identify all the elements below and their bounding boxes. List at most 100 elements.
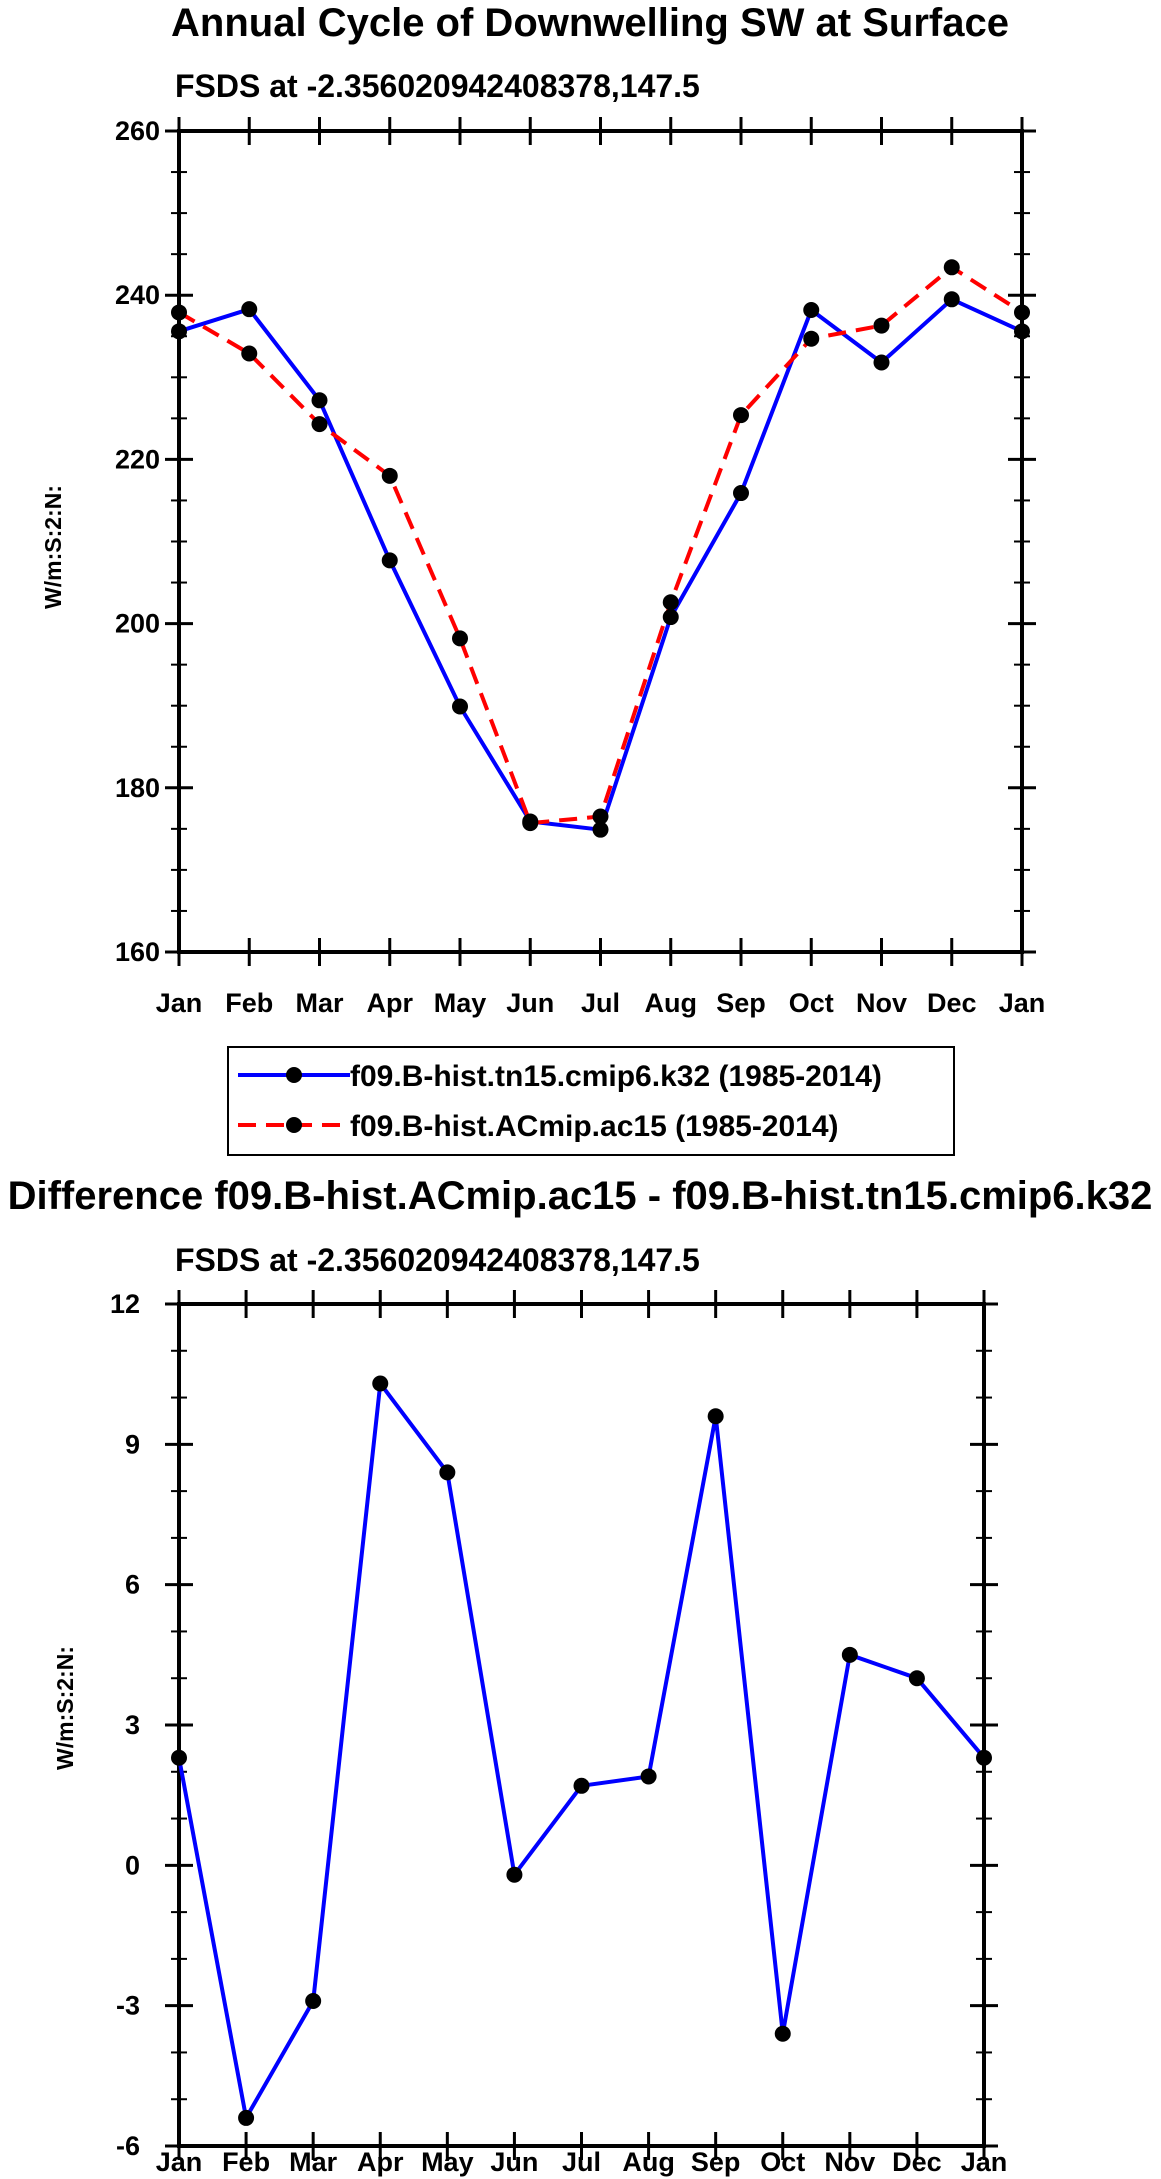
data-point-series-1 — [873, 354, 890, 371]
x-tick-label: Jan — [999, 988, 1046, 1018]
y-tick-label: 12 — [110, 1289, 140, 1319]
data-point-series-1 — [372, 1375, 389, 1392]
y-tick-label: -3 — [116, 1991, 140, 2021]
data-point-series-2 — [452, 630, 468, 647]
bottom-chart-ticks — [165, 1290, 998, 2160]
data-point-series-1 — [662, 609, 679, 626]
data-point-series-1 — [733, 485, 749, 502]
y-tick-label: 260 — [115, 116, 160, 146]
x-tick-label: Nov — [824, 2147, 875, 2177]
data-point-series-1 — [1014, 323, 1030, 340]
x-tick-label: Oct — [789, 988, 834, 1018]
data-point-series-1 — [707, 1408, 724, 1425]
x-tick-label: Mar — [295, 988, 344, 1018]
data-point-series-1 — [506, 1866, 523, 1883]
x-tick-label: Mar — [289, 2147, 338, 2177]
x-tick-label: Jan — [156, 988, 203, 1018]
x-tick-label: May — [421, 2147, 474, 2177]
top-chart-series — [171, 259, 1030, 838]
y-tick-label: 6 — [125, 1570, 140, 1600]
legend-frame — [227, 1046, 955, 1156]
data-point-series-2 — [522, 815, 539, 832]
data-point-series-1 — [841, 1646, 858, 1663]
x-tick-label: Aug — [622, 2147, 674, 2177]
bottom-chart-subtitle: FSDS at -2.356020942408378,147.5 — [175, 1242, 700, 1278]
legend-marker — [286, 1067, 302, 1083]
x-tick-label: Nov — [856, 988, 907, 1018]
data-point-series-1 — [241, 301, 258, 318]
data-point-series-2 — [873, 317, 890, 334]
x-tick-label: Jan — [961, 2147, 1008, 2177]
data-point-series-1 — [452, 698, 468, 715]
top-chart-x-tick-labels: Jan Feb Mar Apr May Jun Jul Aug Sep Oct … — [156, 988, 1046, 1018]
data-point-series-2 — [733, 407, 749, 424]
x-tick-label: Jun — [506, 988, 554, 1018]
y-tick-label: 3 — [125, 1710, 140, 1740]
x-tick-label: Dec — [892, 2147, 942, 2177]
top-chart-subtitle: FSDS at -2.356020942408378,147.5 — [175, 68, 700, 104]
y-tick-label: 0 — [125, 1850, 140, 1880]
legend-label-series-2: f09.B-hist.ACmip.ac15 (1985-2014) — [350, 1110, 839, 1143]
data-point-series-1 — [976, 1749, 992, 1766]
x-tick-label: Oct — [760, 2147, 805, 2177]
data-point-series-2 — [662, 594, 679, 611]
data-point-series-1 — [305, 1992, 322, 2009]
data-point-series-1 — [943, 291, 960, 308]
y-tick-label: 240 — [115, 280, 160, 310]
data-point-series-2 — [381, 467, 398, 484]
bottom-chart-x-tick-labels: Jan Feb Mar Apr May Jun Jul Aug Sep Oct … — [156, 2147, 1008, 2177]
x-tick-label: Aug — [645, 988, 697, 1018]
bottom-chart-series — [171, 1375, 992, 2126]
x-tick-label: Apr — [367, 988, 414, 1018]
bottom-chart: Difference f09.B-hist.ACmip.ac15 - f09.B… — [8, 1174, 1153, 2177]
data-point-series-2 — [241, 345, 258, 362]
data-point-series-2 — [943, 259, 960, 276]
x-tick-label: Jun — [490, 2147, 538, 2177]
data-point-series-2 — [803, 330, 820, 347]
data-point-series-1 — [774, 2025, 791, 2042]
legend-label-series-1: f09.B-hist.tn15.cmip6.k32 (1985-2014) — [350, 1060, 882, 1093]
top-chart-y-axis-label: W/m:S:2:N: — [40, 485, 66, 609]
top-chart: Annual Cycle of Downwelling SW at Surfac… — [40, 1, 1046, 1156]
data-point-series-1 — [573, 1777, 590, 1794]
y-tick-label: 180 — [115, 773, 160, 803]
legend-marker — [286, 1117, 302, 1133]
bottom-chart-y-axis-label: W/m:S:2:N: — [52, 1646, 78, 1770]
data-point-series-2 — [592, 808, 609, 825]
data-point-series-2 — [311, 416, 328, 433]
x-tick-label: Jan — [156, 2147, 203, 2177]
series-line-1 — [178, 297, 1023, 832]
y-tick-label: -6 — [116, 2131, 140, 2161]
data-point-series-1 — [439, 1464, 456, 1481]
x-tick-label: Sep — [716, 988, 766, 1018]
bottom-chart-plot-frame — [177, 1302, 986, 2148]
x-tick-label: Sep — [691, 2147, 741, 2177]
x-tick-label: Feb — [225, 988, 273, 1018]
x-tick-label: Jul — [581, 988, 620, 1018]
data-point-series-1 — [803, 301, 820, 318]
data-point-series-2 — [171, 304, 187, 321]
y-tick-label: 200 — [115, 609, 160, 639]
data-point-series-1 — [640, 1768, 657, 1785]
data-point-series-1 — [592, 821, 609, 838]
y-tick-label: 220 — [115, 444, 160, 474]
x-tick-label: Feb — [222, 2147, 270, 2177]
data-point-series-1 — [908, 1670, 925, 1687]
x-tick-label: Jul — [562, 2147, 601, 2177]
y-tick-label: 9 — [125, 1429, 140, 1459]
top-chart-legend: f09.B-hist.tn15.cmip6.k32 (1985-2014) f0… — [227, 1046, 955, 1156]
data-point-series-1 — [171, 323, 187, 340]
bottom-chart-y-tick-labels: -6 -3 0 3 6 9 12 — [110, 1289, 140, 2161]
series-line-1 — [177, 1381, 986, 2120]
x-tick-label: May — [434, 988, 487, 1018]
data-point-series-1 — [171, 1749, 187, 1766]
data-point-series-1 — [381, 552, 398, 569]
top-chart-title: Annual Cycle of Downwelling SW at Surfac… — [171, 1, 1009, 45]
data-point-series-1 — [238, 2109, 255, 2126]
bottom-chart-title: Difference f09.B-hist.ACmip.ac15 - f09.B… — [8, 1174, 1153, 1218]
x-tick-label: Apr — [357, 2147, 404, 2177]
top-chart-y-tick-labels: 160 180 200 220 240 260 — [115, 116, 160, 967]
x-tick-label: Dec — [927, 988, 977, 1018]
top-chart-ticks — [165, 117, 1036, 966]
